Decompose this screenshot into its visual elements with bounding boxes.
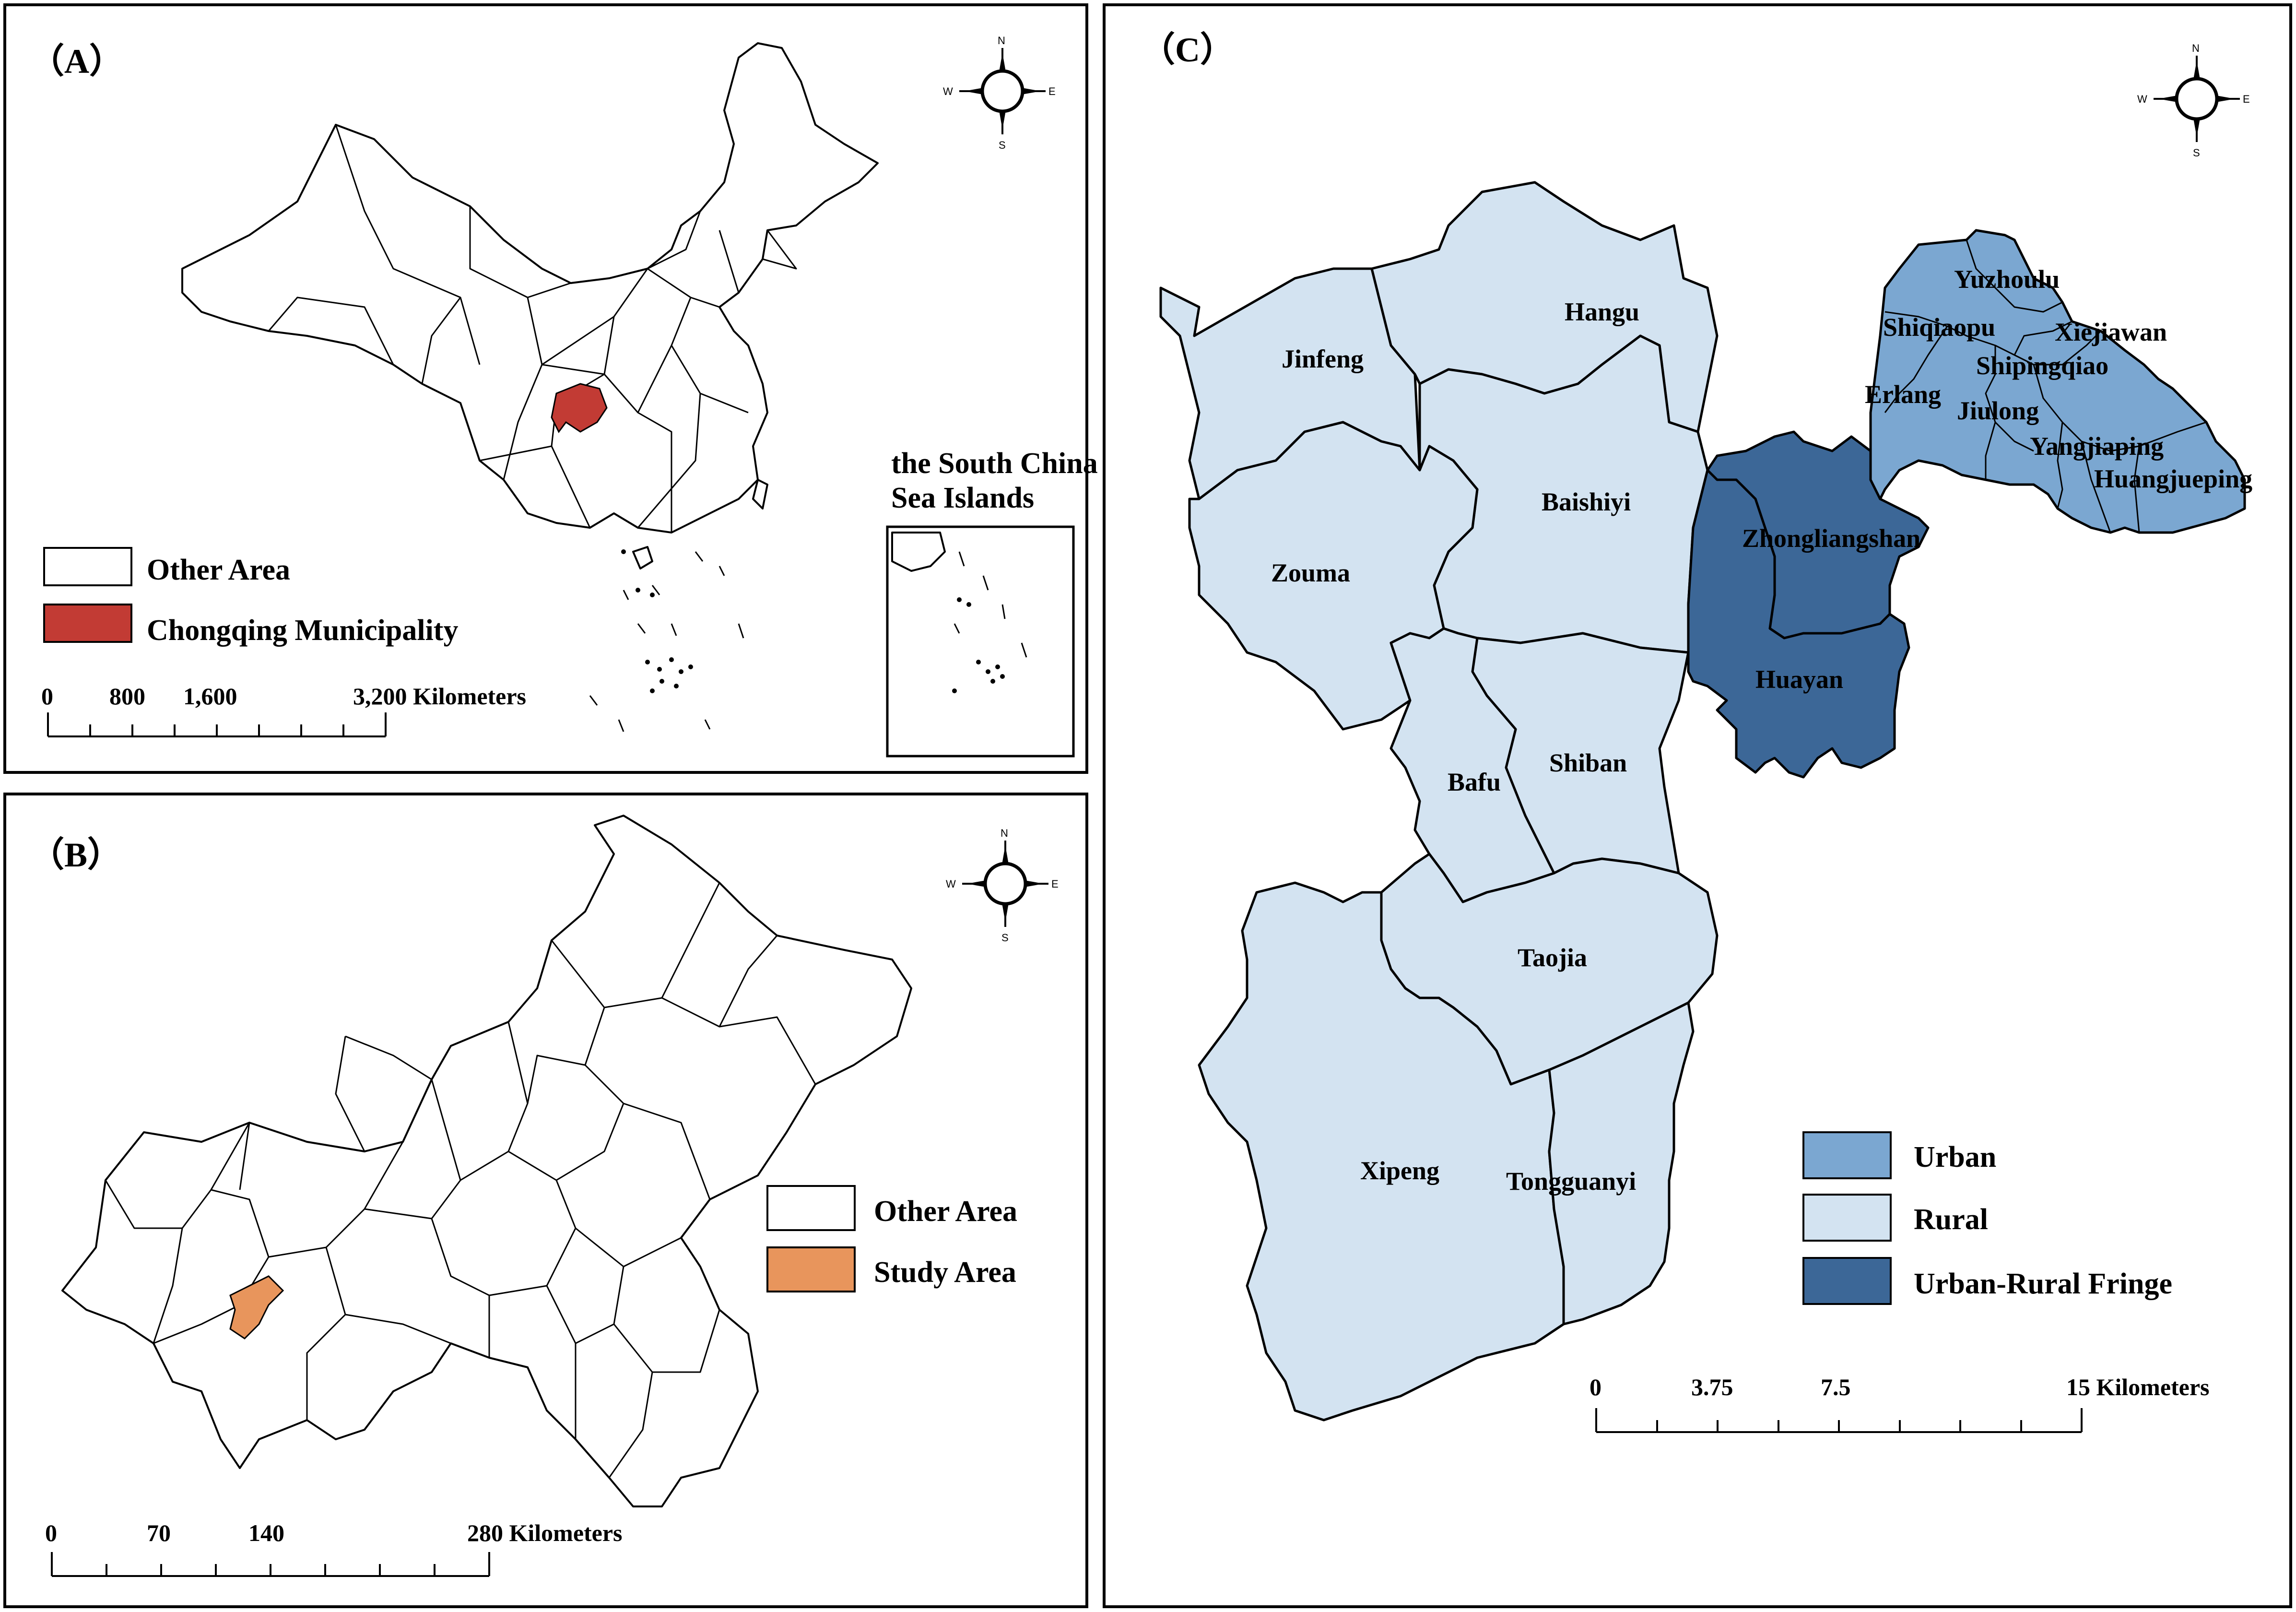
label-huayan: Huayan xyxy=(1755,665,1843,694)
label-yuzhoulu: Yuzhoulu xyxy=(1954,265,2060,294)
urban-cluster xyxy=(1869,229,2246,534)
panel-b-compass: N S E W xyxy=(946,827,1059,944)
svg-text:15 Kilometers: 15 Kilometers xyxy=(2066,1374,2210,1400)
legend-label-study: Study Area xyxy=(874,1256,1016,1289)
legend-swatch-urban xyxy=(1802,1131,1892,1179)
legend-label-fringe: Urban-Rural Fringe xyxy=(1914,1268,2172,1300)
panel-a: （A） the South China Sea Islands xyxy=(3,3,1098,774)
label-shiban: Shiban xyxy=(1549,748,1627,777)
panel-c-compass: N S E W xyxy=(2137,42,2250,159)
panel-a-legend: Other Area Chongqing Municipality xyxy=(43,547,458,647)
svg-text:0: 0 xyxy=(41,683,53,710)
label-xiejiawan: Xiejiawan xyxy=(2055,318,2167,346)
svg-text:140: 140 xyxy=(248,1519,284,1546)
svg-text:W: W xyxy=(946,878,956,890)
label-yangjiaping: Yangjiaping xyxy=(2030,432,2164,461)
label-jinfeng: Jinfeng xyxy=(1282,344,1364,373)
china-map xyxy=(181,42,879,732)
panel-a-compass: N S E W xyxy=(943,35,1056,151)
legend-swatch-study xyxy=(766,1246,856,1292)
svg-text:0: 0 xyxy=(45,1519,57,1546)
svg-text:0: 0 xyxy=(1590,1374,1601,1400)
svg-text:3,200 Kilometers: 3,200 Kilometers xyxy=(353,683,526,710)
svg-text:7.5: 7.5 xyxy=(1821,1374,1851,1400)
svg-text:3.75: 3.75 xyxy=(1691,1374,1733,1400)
legend-label-other: Other Area xyxy=(874,1195,1017,1228)
legend-swatch-rural xyxy=(1802,1194,1892,1242)
svg-text:E: E xyxy=(1051,878,1059,890)
svg-text:S: S xyxy=(1001,932,1009,944)
panel-b-scale-bar: 0 70 140 280 Kilometers xyxy=(45,1519,623,1577)
svg-text:N: N xyxy=(2192,42,2200,54)
svg-text:W: W xyxy=(2137,93,2147,105)
label-xipeng: Xipeng xyxy=(1360,1156,1439,1185)
south-china-sea-inset: the South China Sea Islands xyxy=(886,447,1098,758)
label-hangu: Hangu xyxy=(1565,297,1639,326)
inset-title-line2: Sea Islands xyxy=(891,482,1034,514)
panel-b-legend: Other Area Study Area xyxy=(766,1185,1017,1292)
label-huangjueping: Huangjueping xyxy=(2094,464,2252,493)
rural-towns xyxy=(1159,181,1719,1422)
label-zouma: Zouma xyxy=(1271,558,1350,587)
svg-text:N: N xyxy=(1001,827,1008,839)
svg-text:N: N xyxy=(998,35,1005,47)
svg-text:E: E xyxy=(2243,93,2250,105)
panel-c-scale-bar: 0 3.75 7.5 15 Kilometers xyxy=(1590,1374,2210,1433)
label-jiulong: Jiulong xyxy=(1957,396,2039,425)
legend-label-urban: Urban xyxy=(1914,1141,1996,1173)
urban-towns xyxy=(1869,229,2246,534)
chongqing-map xyxy=(61,815,912,1507)
legend-label-rural: Rural xyxy=(1914,1203,1988,1236)
legend-swatch-other xyxy=(766,1185,856,1231)
chongqing-region xyxy=(551,383,608,433)
svg-text:W: W xyxy=(943,85,953,97)
panel-a-label: （A） xyxy=(30,42,124,81)
town-zouma xyxy=(1188,421,1479,731)
town-xipeng xyxy=(1198,881,1565,1422)
legend-label-chongqing: Chongqing Municipality xyxy=(147,614,458,647)
label-erlang: Erlang xyxy=(1865,380,1941,409)
panel-a-scale-bar: 0 800 1,600 3,200 Kilometers xyxy=(41,683,526,737)
legend-swatch-chongqing xyxy=(43,604,132,643)
svg-text:70: 70 xyxy=(147,1519,171,1546)
svg-text:800: 800 xyxy=(109,683,145,710)
legend-swatch-other xyxy=(43,547,132,586)
label-baishiyi: Baishiyi xyxy=(1542,487,1631,516)
legend-label-other: Other Area xyxy=(147,554,290,586)
label-shiqiaopu: Shiqiaopu xyxy=(1883,313,1995,342)
town-huayan xyxy=(1687,469,1910,779)
fringe-towns xyxy=(1687,430,1930,779)
panel-b: （B） Other Area Study Area 0 70 140 280 K… xyxy=(3,793,1088,1608)
panel-b-label: （B） xyxy=(30,836,122,874)
town-labels: Hangu Jinfeng Baishiyi Zouma Bafu Shiban… xyxy=(1271,265,2252,1196)
svg-text:E: E xyxy=(1048,85,1056,97)
panel-c-label: （C） xyxy=(1141,31,1235,69)
town-tongguanyi xyxy=(1548,1001,1695,1326)
svg-text:S: S xyxy=(2193,147,2200,159)
legend-swatch-fringe xyxy=(1802,1257,1892,1305)
svg-text:S: S xyxy=(999,139,1006,151)
svg-text:1,600: 1,600 xyxy=(183,683,237,710)
study-area-region xyxy=(229,1275,284,1339)
label-taojia: Taojia xyxy=(1518,943,1587,972)
inset-title-line1: the South China xyxy=(891,447,1098,480)
label-shipingqiao: Shipingqiao xyxy=(1976,351,2108,380)
label-bafu: Bafu xyxy=(1448,768,1501,796)
label-tongguanyi: Tongguanyi xyxy=(1506,1167,1636,1196)
panel-c-legend: Urban Rural Urban-Rural Fringe xyxy=(1802,1131,2172,1305)
svg-text:280 Kilometers: 280 Kilometers xyxy=(467,1519,623,1546)
label-zhongliangshan: Zhongliangshan xyxy=(1742,524,1920,553)
panel-c: （C） Hangu Jinfeng Baishiyi xyxy=(1103,3,2292,1608)
